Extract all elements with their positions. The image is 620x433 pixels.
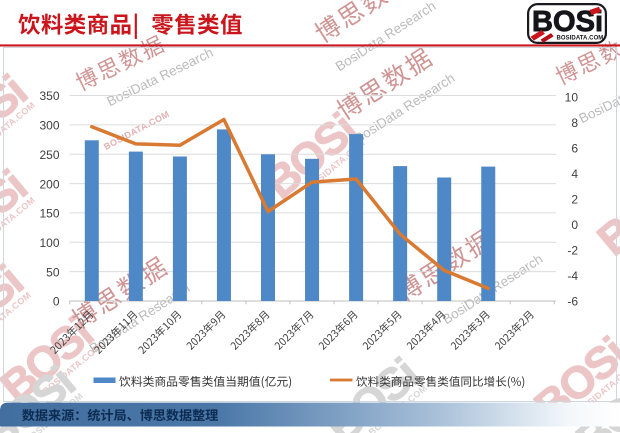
svg-text:2: 2 [571, 192, 578, 206]
svg-text:100: 100 [39, 236, 59, 250]
svg-text:350: 350 [39, 89, 59, 103]
svg-text:250: 250 [39, 148, 59, 162]
svg-text:200: 200 [39, 177, 59, 191]
svg-text:300: 300 [39, 119, 59, 133]
svg-text:BOSIDATA.COM: BOSIDATA.COM [557, 36, 604, 42]
svg-text:-4: -4 [567, 269, 578, 283]
svg-text:0: 0 [53, 295, 60, 309]
svg-text:-6: -6 [567, 294, 578, 308]
svg-text:8: 8 [571, 116, 578, 130]
svg-text:50: 50 [46, 265, 60, 279]
svg-text:150: 150 [39, 207, 59, 221]
svg-text:-2: -2 [567, 243, 578, 257]
svg-text:10: 10 [565, 90, 579, 104]
svg-text:0: 0 [571, 218, 578, 232]
svg-text:4: 4 [571, 167, 578, 181]
svg-text:6: 6 [571, 141, 578, 155]
